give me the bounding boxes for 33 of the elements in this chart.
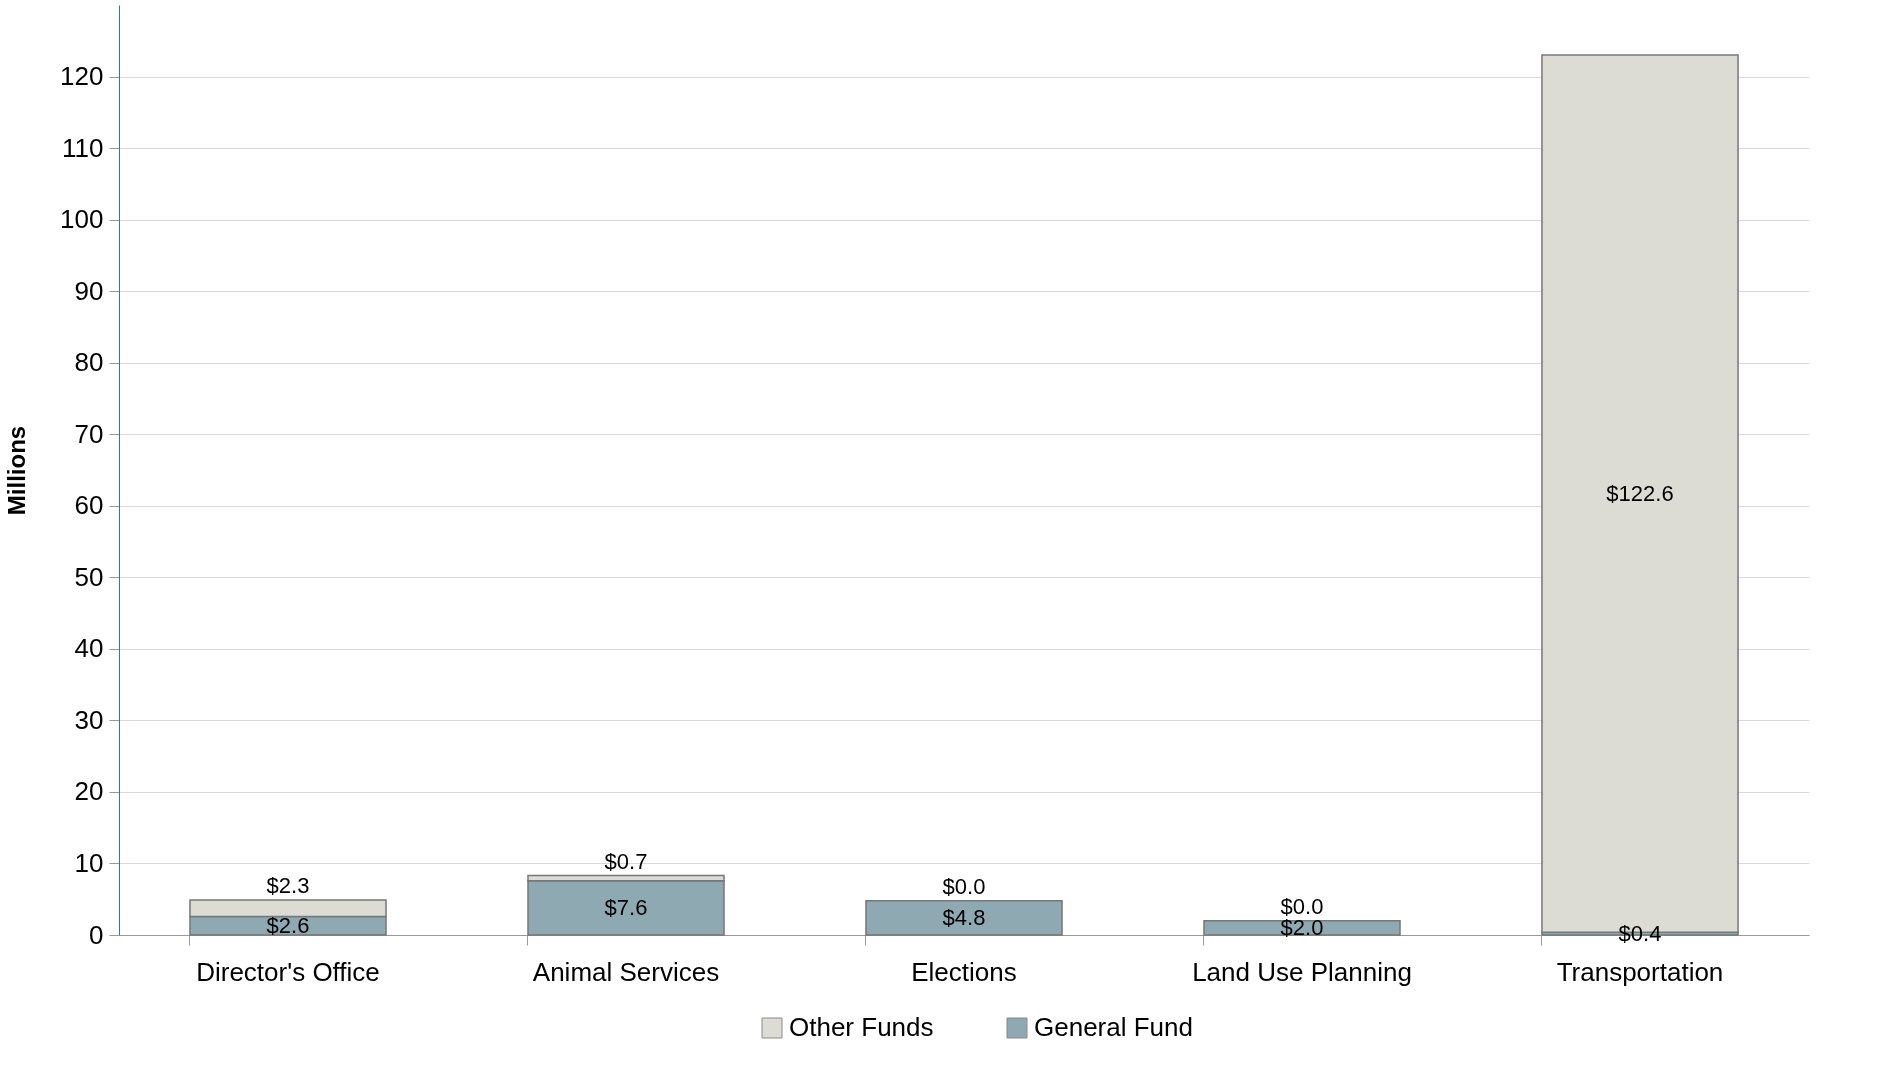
y-tick-label: 120 (60, 61, 104, 92)
y-tick-label: 90 (74, 275, 104, 306)
data-label: $0.0 (1280, 893, 1324, 919)
y-tick-label: 10 (74, 847, 104, 878)
data-label: $0.7 (604, 848, 648, 874)
y-tick-label: 100 (60, 204, 104, 235)
y-tick-label: 0 (89, 919, 104, 950)
x-tick-label: Transportation (1556, 956, 1724, 987)
data-label: $4.8 (942, 904, 986, 930)
data-label: $7.6 (604, 894, 648, 920)
data-label: $0.4 (1618, 920, 1662, 946)
data-label: $2.3 (266, 872, 310, 898)
data-label: $122.6 (1606, 480, 1674, 506)
bar (1203, 919, 1401, 936)
y-tick-label: 20 (74, 776, 104, 807)
y-tick-label: 110 (62, 132, 104, 163)
y-tick-label: 40 (74, 633, 104, 664)
x-tick-label: Land Use Planning (1192, 956, 1412, 987)
y-axis-title: Millions (3, 425, 31, 516)
y-tick-label: 50 (74, 561, 104, 592)
x-tick-label: Animal Services (532, 956, 720, 987)
x-tick-label: Director's Office (196, 956, 380, 987)
y-tick-label: 30 (74, 704, 104, 735)
y-tick-label: 60 (74, 490, 104, 521)
bar (527, 879, 725, 936)
y-tick-label: 70 (74, 418, 104, 449)
legend-label: General Fund (1034, 1012, 1193, 1042)
y-tick-label: 80 (74, 347, 104, 378)
data-label: $2.6 (266, 912, 310, 938)
legend-label: Other Funds (789, 1012, 934, 1042)
bar (865, 899, 1063, 936)
data-label: $0.0 (942, 873, 986, 899)
x-tick-label: Elections (911, 956, 1017, 987)
